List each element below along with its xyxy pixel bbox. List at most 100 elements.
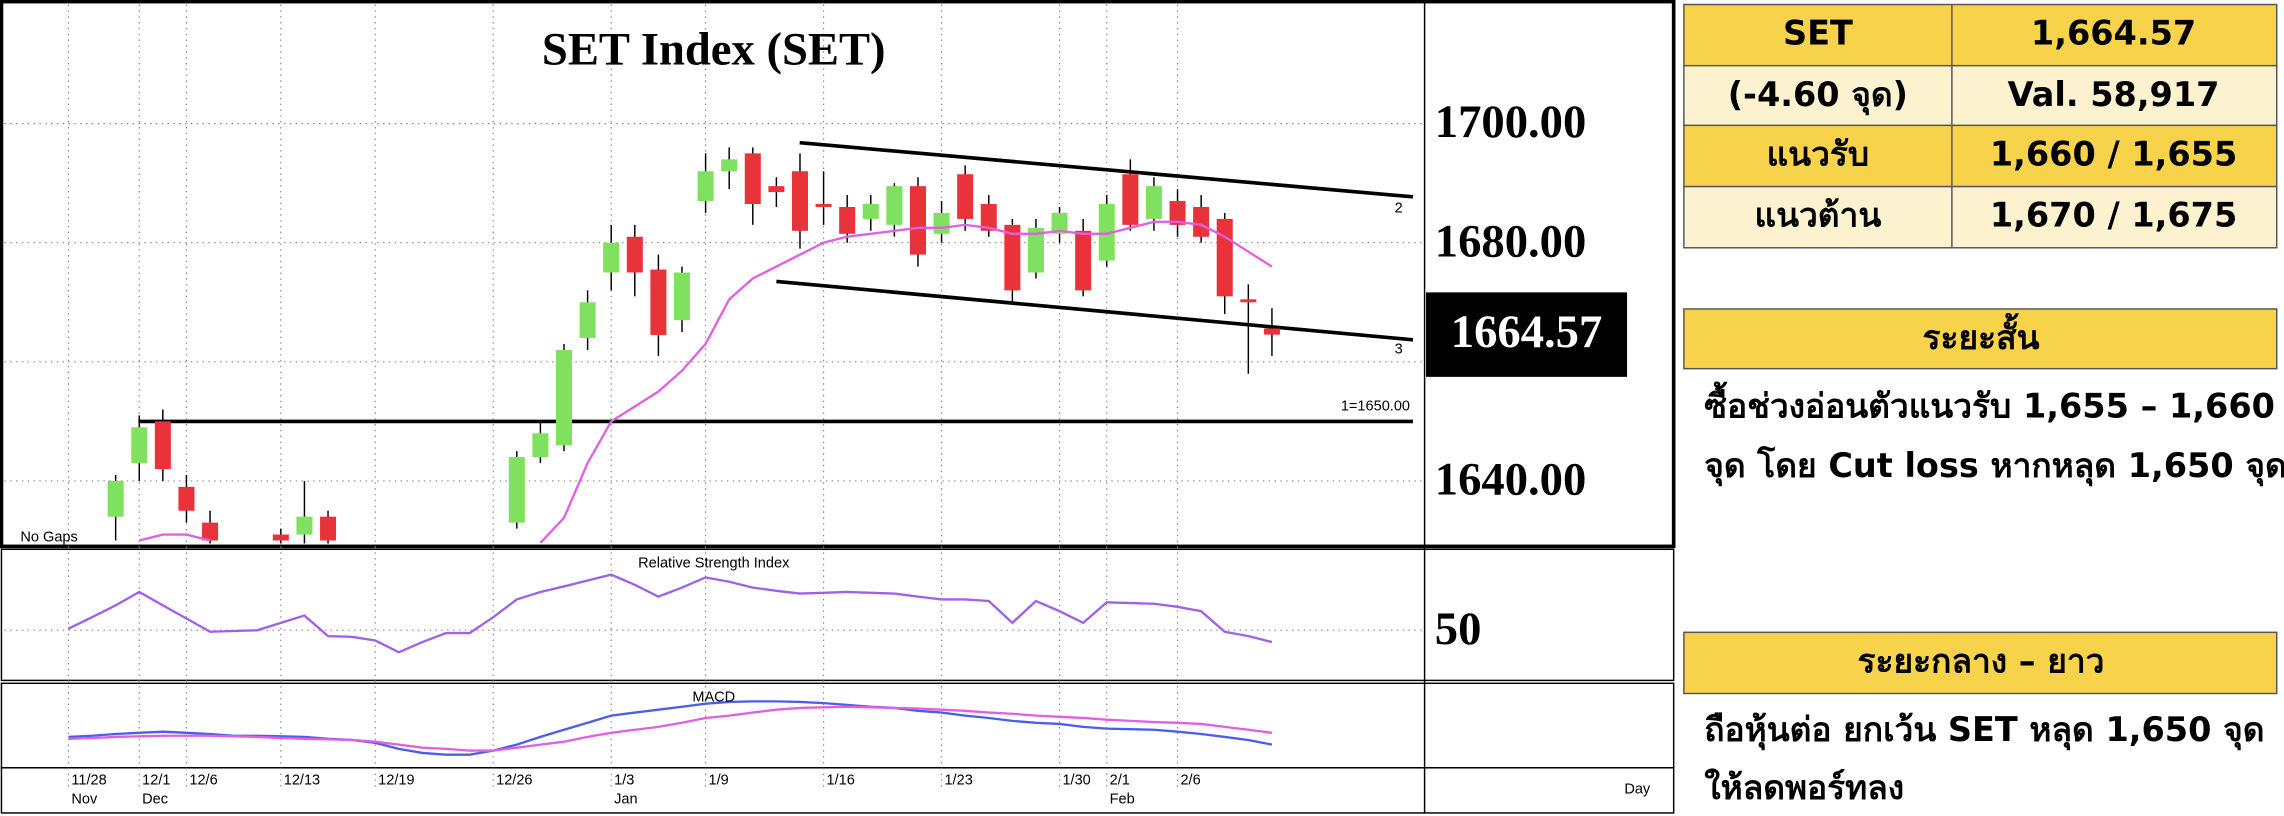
cell: แนวต้าน [1754,196,1881,235]
candle-body [862,204,879,219]
frames [0,0,1676,814]
candle-body [1169,201,1186,225]
section-text: จุด โดย Cut loss หากหลุด 1,650 จุด [1704,446,2284,487]
cell: Val. 58,917 [2008,75,2220,114]
panel-title: MACD [692,690,735,706]
candle-body [532,433,549,458]
x-tick-label: 1/3 [614,773,634,789]
row-bg [1683,3,2278,67]
x-axis-label: Day [1624,781,1651,797]
candle-body [1122,174,1139,225]
line-label: 2 [1395,200,1403,216]
candle-body [886,186,903,225]
x-tick-label: 12/19 [378,773,414,789]
section-text: ซื้อช่วงอ่อนตัวแนวรับ 1,655 – 1,660 [1704,381,2275,425]
candle-body [508,457,525,523]
info-text: SET 1,664.57 (-4.60 จุด) Val. 58,917 แนว… [1704,14,2284,808]
lines [68,700,1273,756]
candle-body [272,534,289,541]
cell: SET [1783,14,1853,53]
x-tick-label: 2/6 [1180,773,1200,789]
candle-body [202,522,219,541]
section-title: ระยะกลาง – ยาว [1858,641,2105,680]
x-tick-label: 1/9 [709,773,729,789]
line-label: 3 [1395,342,1403,358]
candle-body [673,272,691,321]
candle-body [744,153,761,205]
trend-line [799,140,1414,199]
chart-title: SET Index (SET) [542,24,886,76]
candle-body [909,186,926,255]
candle-body [579,302,596,339]
x-tick-label: 2/1 [1110,773,1130,789]
cell: แนวรับ [1767,135,1870,174]
candle-body [1216,218,1233,297]
plot: 2 3 1=1650.00 1664.57 Relative Strength Inde… [67,140,1628,756]
cell: 1,670 / 1,675 [1990,196,2238,235]
section-text: ถือหุ้นต่อ ยกเว้น SET หลุด 1,650 จุด [1704,710,2264,751]
macd-frame [0,682,1675,769]
candle-body [131,427,148,464]
section-bg [1683,631,2278,695]
y-tick-label: 50 [1435,603,1482,655]
candle-body [1051,212,1068,234]
section-bg [1683,308,2278,370]
candle-body [1098,204,1115,261]
month-label: Dec [142,792,168,808]
candle-body [603,242,620,273]
date-frame [0,767,1675,814]
series-line [67,573,1273,654]
candle-body [107,480,124,517]
candle-body [697,171,714,202]
month-label: Jan [614,792,637,808]
line-label: 1=1650.00 [1341,398,1410,414]
trend-line [776,279,1414,342]
x-tick-label: 12/1 [142,773,170,789]
y-tick-label: 1680.00 [1435,215,1586,267]
series-line [68,700,1273,756]
candle-body [721,159,738,172]
month-label: Feb [1110,792,1135,808]
info-panel [1683,3,2278,695]
y-tick-label: 1640.00 [1435,454,1586,506]
rsi-frame [0,548,1675,682]
candle-body [1240,299,1257,303]
x-tick-label: 12/6 [189,773,217,789]
candle-body [980,204,997,231]
candle-body [839,206,856,234]
x-tick-label: 1/23 [944,773,972,789]
candle-body [650,269,667,336]
candle-body [933,212,950,234]
moving-average [138,220,1273,544]
candle-body [555,349,573,446]
candle-body [791,171,808,231]
series-line [68,705,1273,752]
candle-body [1145,186,1162,219]
candles [107,147,1280,544]
x-tick-label: 12/13 [284,773,320,789]
cell: 1,660 / 1,655 [1990,135,2238,174]
last-price-box [1426,292,1628,377]
x-tick-label: 1/16 [826,773,854,789]
candle-body [1263,328,1280,335]
candle-body [1004,224,1021,291]
x-tick-label: 12/26 [496,773,532,789]
last-price-label: 1664.57 [1451,306,1602,358]
cell: (-4.60 จุด) [1728,75,1908,116]
section-text: ให้ลดพอร์ทลง [1704,768,1904,807]
section-title: ระยะสั้น [1923,313,2040,357]
price-frame [0,0,1676,549]
row-bg [1683,185,2278,249]
candle-body [815,204,832,207]
candle-body [178,486,195,511]
candle-body [154,421,171,470]
candle-body [320,516,337,541]
row-bg [1683,64,2278,127]
annotation: No Gaps [20,529,77,545]
candle-body [1193,206,1210,237]
row-bg [1683,124,2278,188]
panel-title: Relative Strength Index [638,556,790,572]
cell: 1,664.57 [2031,14,2196,53]
x-tick-label: 1/30 [1062,773,1090,789]
